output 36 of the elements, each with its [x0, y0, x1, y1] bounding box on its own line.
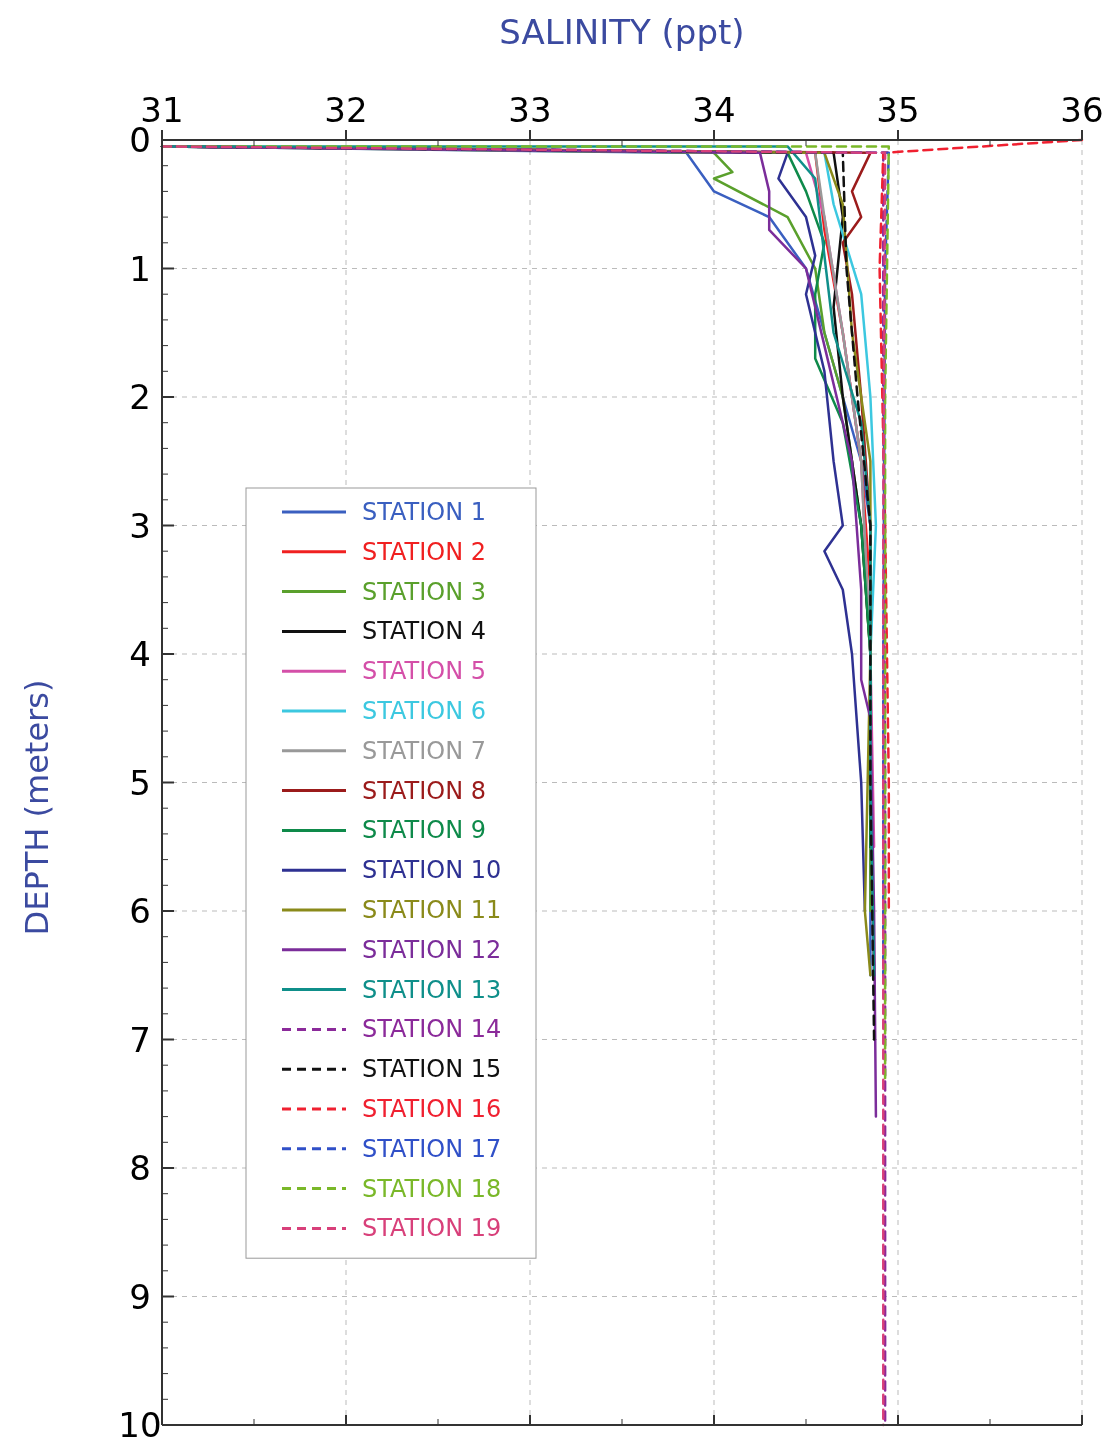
y-tick-label: 9	[129, 1276, 151, 1317]
x-tick-label: 35	[876, 90, 920, 130]
legend-label: STATION 4	[362, 617, 487, 646]
x-tick-label: 32	[324, 90, 368, 130]
y-tick-label: 6	[129, 891, 151, 931]
legend-label: STATION 3	[362, 577, 487, 606]
y-tick-label: 8	[129, 1148, 151, 1188]
x-tick-label: 34	[692, 90, 736, 130]
legend-label: STATION 10	[362, 856, 502, 885]
y-axis-title: DEPTH (meters)	[18, 679, 56, 936]
legend-label: STATION 17	[362, 1134, 502, 1163]
legend-label: STATION 9	[362, 816, 487, 845]
legend-label: STATION 15	[362, 1055, 502, 1084]
legend-label: STATION 8	[362, 776, 487, 805]
legend-label: STATION 14	[362, 1015, 502, 1044]
legend-label: STATION 19	[362, 1214, 502, 1243]
legend-label: STATION 13	[362, 975, 502, 1004]
legend-label: STATION 2	[362, 537, 487, 566]
legend-label: STATION 16	[362, 1095, 502, 1123]
x-tick-label: 33	[508, 90, 552, 130]
legend-label: STATION 12	[362, 935, 502, 964]
legend-label: STATION 6	[362, 697, 487, 725]
legend-label: STATION 5	[362, 657, 487, 686]
x-tick-label: 36	[1060, 90, 1104, 130]
y-tick-label: 7	[129, 1019, 151, 1060]
y-tick-label: 1	[129, 248, 151, 289]
y-tick-label: 3	[129, 505, 151, 546]
y-tick-label: 2	[129, 377, 151, 417]
legend-label: STATION 11	[362, 896, 502, 924]
y-tick-label: 10	[118, 1405, 162, 1445]
y-tick-label: 4	[129, 634, 151, 674]
y-tick-label: 5	[129, 762, 151, 803]
x-axis-title: SALINITY (ppt)	[499, 12, 745, 52]
legend-label: STATION 1	[362, 498, 487, 526]
legend-label: STATION 7	[362, 736, 487, 765]
legend-label: STATION 18	[362, 1174, 502, 1203]
